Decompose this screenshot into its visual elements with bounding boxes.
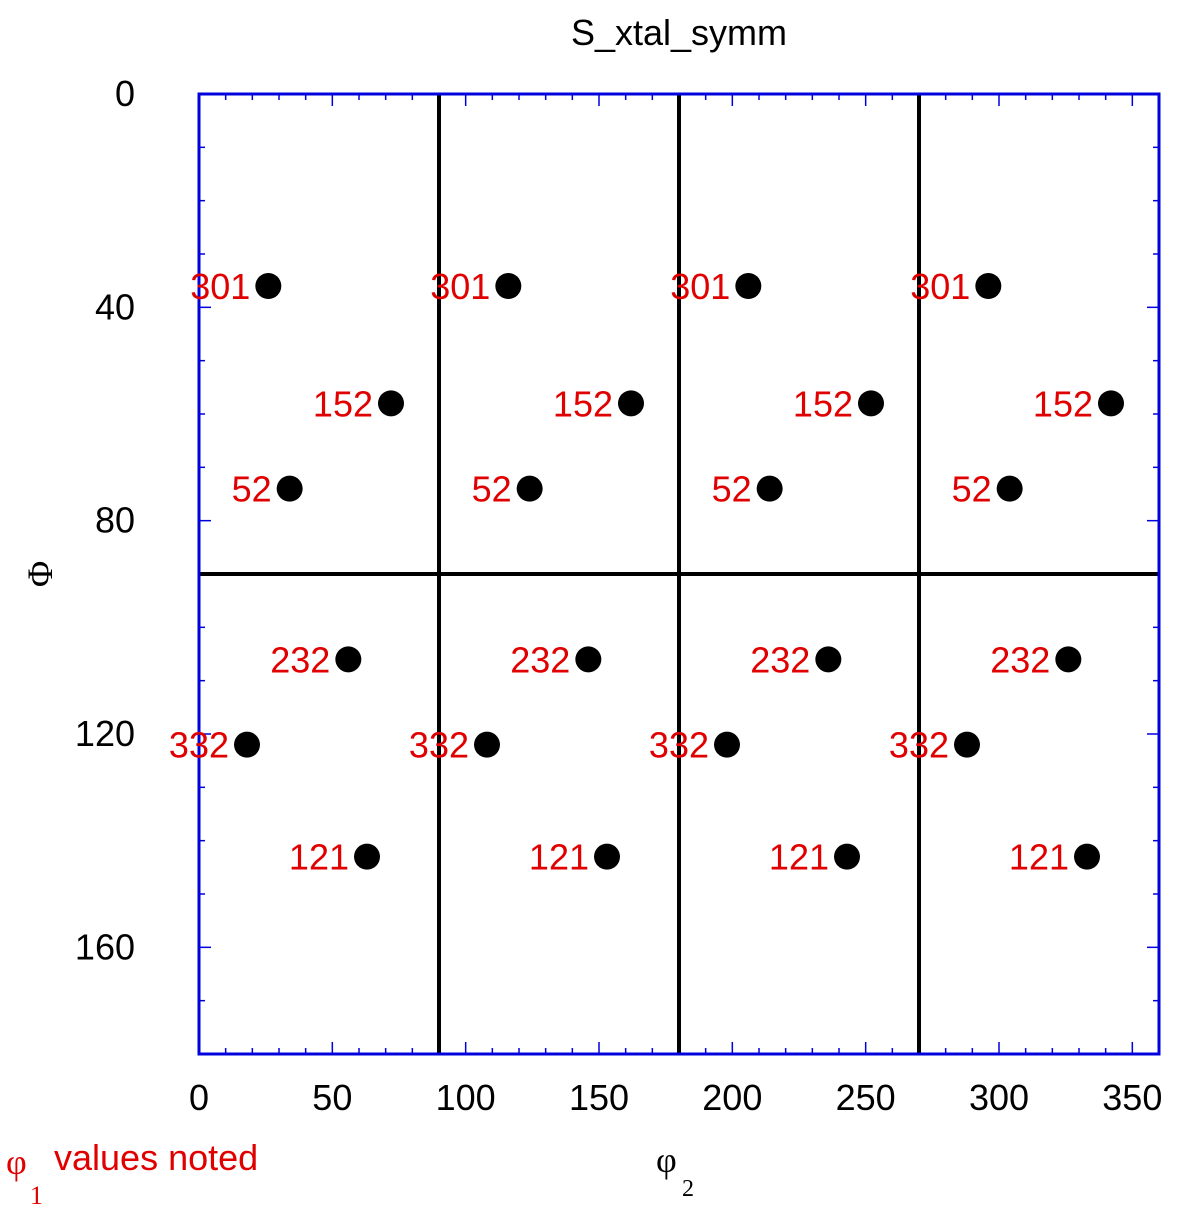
x-tick-label: 250 <box>836 1077 896 1118</box>
data-point <box>1055 646 1082 673</box>
y-tick-label: 80 <box>95 500 135 541</box>
data-point <box>335 646 362 673</box>
data-point <box>474 731 500 758</box>
data-point <box>234 731 260 758</box>
point-label: 152 <box>313 383 373 424</box>
point-label: 52 <box>712 469 752 510</box>
data-point <box>1098 390 1124 417</box>
tick-labels: 0 50 100 150 200 250 300 350 0 40 80 120 160 <box>75 73 1162 1118</box>
point-label: 52 <box>232 469 272 510</box>
point-label: 121 <box>289 837 349 878</box>
note-subscript: 1 <box>30 1181 43 1210</box>
point-label: 152 <box>553 383 613 424</box>
point-label: 332 <box>409 725 469 766</box>
data-point <box>858 390 884 417</box>
point-label: 301 <box>670 266 730 307</box>
point-label: 152 <box>1033 383 1093 424</box>
note-text: values noted <box>44 1137 258 1178</box>
data-point <box>354 843 380 870</box>
data-point <box>1074 843 1100 870</box>
x-tick-label: 350 <box>1102 1077 1162 1118</box>
x-axis-symbol: φ <box>656 1140 677 1180</box>
x-axis-subscript: 2 <box>682 1176 694 1202</box>
data-points: 301 301 301 301 152 152 152 152 52 52 52 52 232 232 23… <box>169 266 1124 878</box>
plot-frame <box>197 92 1161 1056</box>
x-tick-label: 300 <box>969 1077 1029 1118</box>
data-point <box>594 843 620 870</box>
point-label: 232 <box>990 639 1050 680</box>
y-tick-label: 0 <box>115 73 135 114</box>
x-axis-label: φ 2 <box>656 1140 694 1202</box>
chart-title: S_xtal_symm <box>571 12 787 53</box>
data-point <box>378 390 404 417</box>
data-point <box>276 475 303 502</box>
quadrant-dividers <box>199 94 1159 1054</box>
x-tick-label: 0 <box>189 1077 209 1118</box>
point-label: 332 <box>649 725 709 766</box>
data-point <box>735 273 762 299</box>
data-point <box>714 731 740 758</box>
point-label: 332 <box>889 725 949 766</box>
x-tick-label: 150 <box>569 1077 629 1118</box>
x-tick-label: 50 <box>312 1077 352 1118</box>
note-symbol: φ <box>6 1142 27 1182</box>
point-label: 301 <box>430 266 490 307</box>
y-axis-label: Φ <box>20 561 60 587</box>
point-label: 121 <box>1009 837 1069 878</box>
point-label: 301 <box>910 266 970 307</box>
point-label: 52 <box>472 469 512 510</box>
point-label: 232 <box>510 639 570 680</box>
point-label: 152 <box>793 383 853 424</box>
point-label: 121 <box>529 837 589 878</box>
phi1-note: φ 1 values noted <box>6 1137 258 1210</box>
point-label: 301 <box>190 266 250 307</box>
point-label: 232 <box>270 639 330 680</box>
data-point <box>255 273 282 299</box>
y-tick-label: 40 <box>95 286 135 327</box>
point-label: 121 <box>769 837 829 878</box>
data-point <box>495 273 522 299</box>
y-tick-label: 160 <box>75 926 135 967</box>
data-point <box>815 646 842 673</box>
data-point <box>575 646 602 673</box>
x-tick-label: 100 <box>436 1077 496 1118</box>
data-point <box>618 390 644 417</box>
point-label: 52 <box>952 469 992 510</box>
x-tick-label: 200 <box>702 1077 762 1118</box>
point-label: 332 <box>169 725 229 766</box>
data-point <box>996 475 1023 502</box>
point-label: 232 <box>750 639 810 680</box>
data-point <box>516 475 543 502</box>
data-point <box>954 731 980 758</box>
data-point <box>834 843 860 870</box>
data-point <box>756 475 783 502</box>
data-point <box>975 273 1002 299</box>
y-tick-label: 120 <box>75 713 135 754</box>
